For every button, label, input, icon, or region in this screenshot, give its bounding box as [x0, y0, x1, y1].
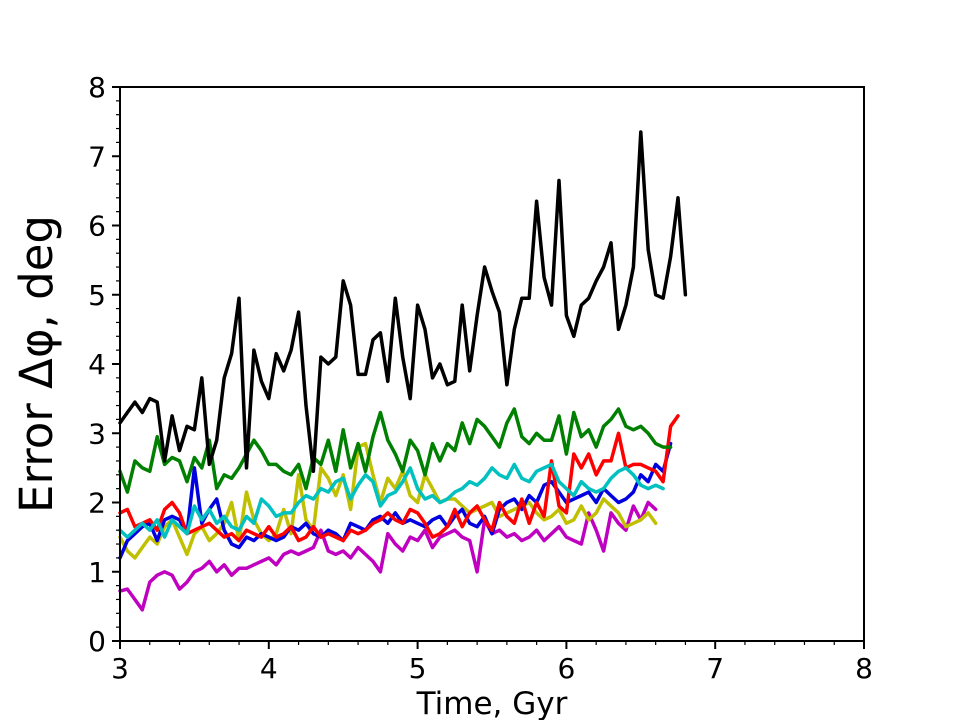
y-tick-label: 0: [88, 625, 106, 658]
x-tick-label: 8: [855, 652, 873, 685]
x-tick-label: 6: [557, 652, 575, 685]
x-tick-label: 5: [409, 652, 427, 685]
y-tick-label: 2: [88, 487, 106, 520]
y-tick-label: 7: [88, 140, 106, 173]
y-tick-label: 8: [88, 71, 106, 104]
series-line: [118, 441, 658, 560]
x-tick-label: 4: [260, 652, 278, 685]
series-line: [118, 414, 680, 543]
y-tick-label: 5: [88, 279, 106, 312]
y-axis-label: Error Δφ, deg: [10, 215, 63, 513]
y-tick-label: 1: [88, 556, 106, 589]
series-line: [118, 441, 673, 560]
series-line: [118, 500, 658, 612]
y-tick-label: 6: [88, 210, 106, 243]
x-tick-label: 7: [706, 652, 724, 685]
series-line: [118, 130, 688, 474]
ticks-layer: [112, 86, 865, 649]
x-tick-label: 3: [111, 652, 129, 685]
series-line: [118, 462, 665, 539]
series-layer: [118, 130, 688, 612]
labels-layer: 3 4 5 6 7 8 0 1 2 3 4 5 6 7 8: [88, 71, 873, 685]
y-tick-label: 3: [88, 417, 106, 450]
plot-frame: [119, 86, 865, 642]
series-line: [118, 407, 673, 494]
x-axis-label: Time, Gyr: [416, 686, 568, 720]
y-tick-label: 4: [88, 348, 106, 381]
